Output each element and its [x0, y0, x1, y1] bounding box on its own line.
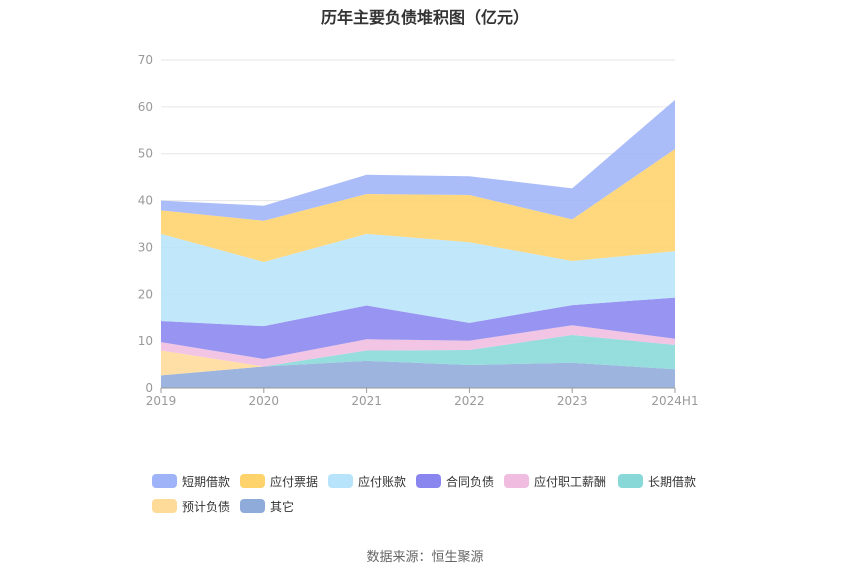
area-应付账款[interactable] [161, 233, 675, 327]
legend-item[interactable]: 应付账款 [328, 472, 406, 490]
legend-label: 合同负债 [446, 474, 495, 489]
legend-swatch [152, 499, 177, 513]
legend-label: 短期借款 [182, 474, 231, 489]
legend-swatch [240, 474, 265, 488]
x-tick-label: 2021 [351, 394, 382, 408]
x-tick-label: 2024H1 [651, 394, 698, 408]
y-tick-label: 10 [138, 334, 153, 348]
area-应付票据[interactable] [161, 149, 675, 262]
legend-item[interactable]: 其它 [240, 497, 294, 515]
legend-swatch [504, 474, 529, 488]
legend-label: 其它 [270, 499, 295, 514]
legend-swatch [328, 474, 353, 488]
area-短期借款[interactable] [161, 99, 675, 221]
legend-item[interactable]: 应付职工薪酬 [504, 472, 606, 490]
legend-item[interactable]: 合同负债 [416, 472, 494, 490]
y-tick-label: 40 [138, 194, 153, 208]
legend-label: 长期借款 [648, 474, 697, 489]
legend-swatch [152, 474, 177, 488]
chart-title: 历年主要负债堆积图（亿元） [320, 8, 529, 27]
area-应付职工薪酬[interactable] [161, 325, 675, 367]
legend-item[interactable]: 应付票据 [240, 472, 318, 490]
y-tick-label: 30 [138, 240, 153, 254]
legend-swatch [240, 499, 265, 513]
legend-item[interactable]: 短期借款 [152, 472, 230, 490]
legend-label: 应付账款 [358, 474, 407, 489]
y-tick-label: 20 [138, 287, 153, 301]
series-areas [161, 99, 675, 388]
legend-swatch [618, 474, 643, 488]
y-tick-labels: 0 10 20 30 40 50 60 70 [138, 53, 153, 395]
legend-item[interactable]: 预计负债 [152, 497, 230, 515]
x-axis [160, 387, 676, 393]
x-tick-label: 2023 [557, 394, 588, 408]
y-tick-label: 70 [138, 53, 153, 67]
x-tick-label: 2022 [454, 394, 485, 408]
x-tick-label: 2019 [146, 394, 177, 408]
y-tick-label: 0 [145, 381, 153, 395]
x-tick-label: 2020 [249, 394, 280, 408]
area-长期借款[interactable] [161, 335, 675, 370]
legend-label: 应付票据 [270, 474, 319, 489]
area-合同负债[interactable] [161, 297, 675, 359]
y-tick-label: 60 [138, 100, 153, 114]
legend-label: 预计负债 [182, 499, 231, 514]
source-note: 数据来源：恒生聚源 [366, 550, 484, 565]
legend-item[interactable]: 长期借款 [618, 472, 696, 490]
legend-swatch [416, 474, 441, 488]
y-tick-label: 50 [138, 147, 153, 161]
x-tick-labels: 2019 2020 2021 2022 2023 2024H1 [146, 394, 699, 408]
legend-label: 应付职工薪酬 [534, 474, 607, 489]
area-其它[interactable] [161, 360, 675, 388]
